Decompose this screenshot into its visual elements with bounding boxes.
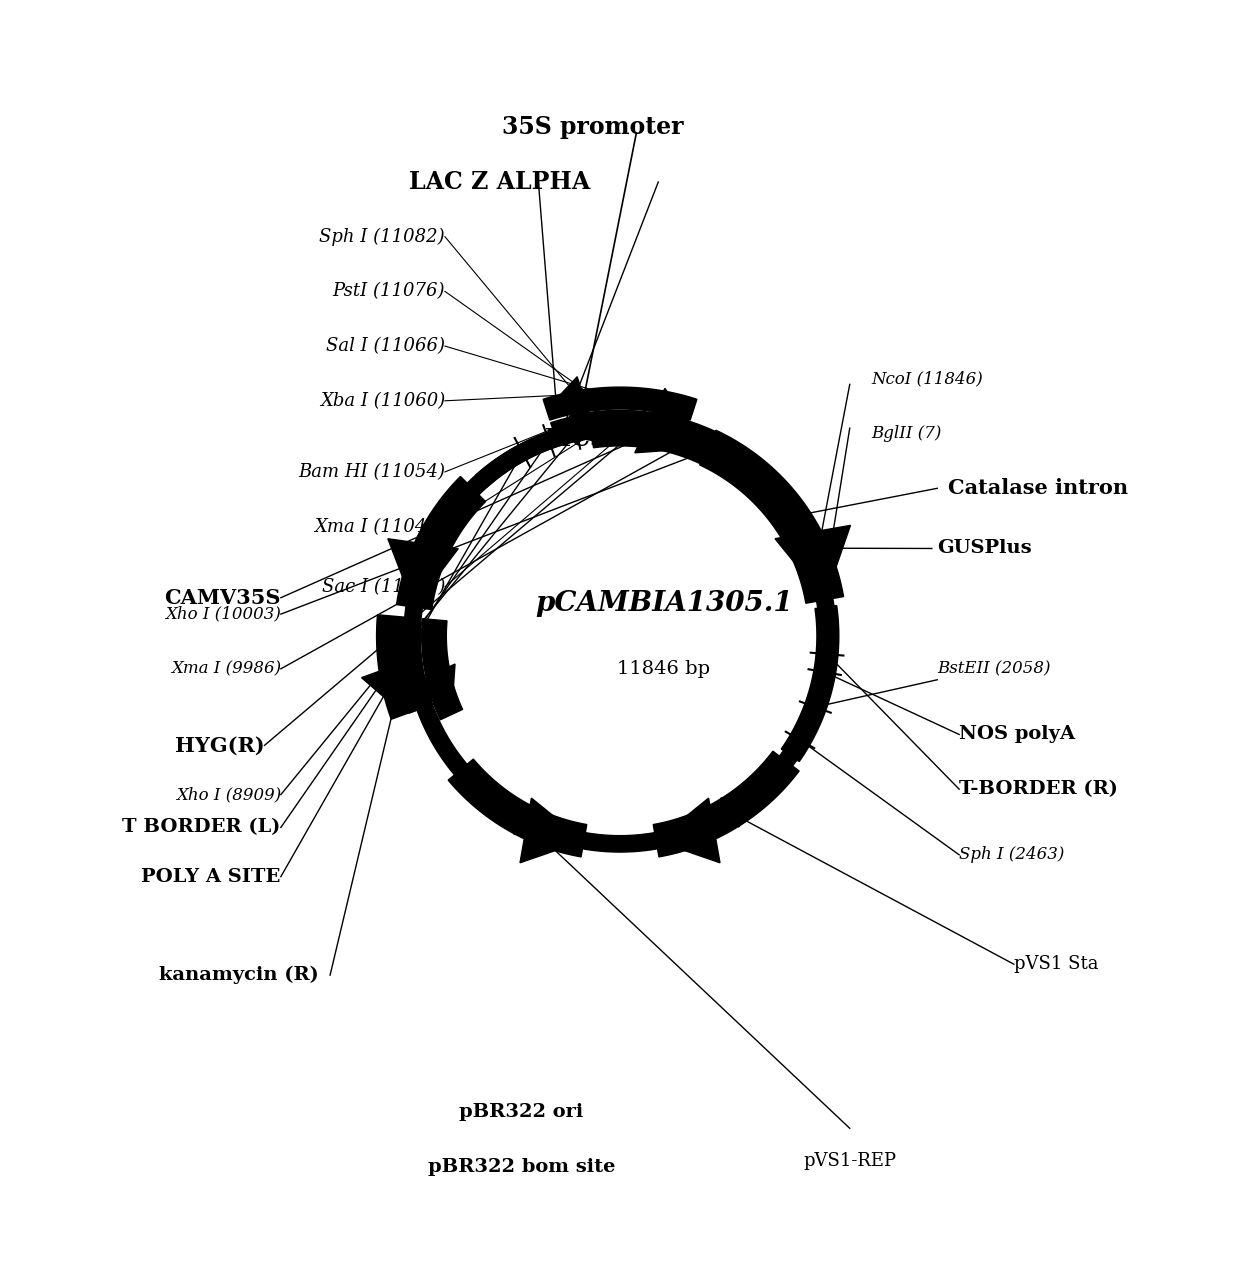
Polygon shape	[475, 424, 585, 487]
Text: PstI (11076): PstI (11076)	[332, 282, 445, 300]
Polygon shape	[775, 525, 851, 600]
Polygon shape	[589, 411, 715, 464]
Polygon shape	[362, 659, 413, 715]
Text: Xma I (11049): Xma I (11049)	[314, 518, 445, 536]
Text: 35S promoter: 35S promoter	[502, 116, 683, 140]
Text: Sph I (2463): Sph I (2463)	[960, 846, 1064, 864]
Polygon shape	[653, 752, 799, 857]
Text: kanamycin (R): kanamycin (R)	[160, 965, 319, 985]
Text: LAC Z ALPHA: LAC Z ALPHA	[409, 170, 590, 195]
Text: Bam HI (11054): Bam HI (11054)	[298, 463, 445, 481]
Polygon shape	[699, 430, 843, 603]
Text: CAMV35S: CAMV35S	[165, 588, 280, 608]
Text: Xma I (9986): Xma I (9986)	[171, 660, 280, 677]
Polygon shape	[388, 539, 459, 607]
Polygon shape	[448, 759, 587, 857]
Text: NcoI (11846): NcoI (11846)	[872, 370, 983, 388]
Text: Sal I (11066): Sal I (11066)	[326, 337, 445, 355]
Text: HYG(R): HYG(R)	[175, 735, 264, 756]
Polygon shape	[547, 377, 590, 418]
Text: POLY A SITE: POLY A SITE	[141, 868, 280, 885]
Polygon shape	[543, 387, 697, 420]
Polygon shape	[422, 618, 463, 720]
Text: NOS polyA: NOS polyA	[960, 725, 1075, 743]
Text: pBR322 bom site: pBR322 bom site	[428, 1158, 615, 1175]
Text: GUSPlus: GUSPlus	[937, 539, 1032, 557]
Text: Sph I (11082): Sph I (11082)	[320, 228, 445, 245]
Polygon shape	[635, 388, 708, 453]
Polygon shape	[397, 477, 486, 609]
Polygon shape	[656, 798, 720, 862]
Text: T-BORDER (R): T-BORDER (R)	[960, 780, 1118, 798]
Text: pBR322 ori: pBR322 ori	[459, 1103, 584, 1121]
Text: pVS1-REP: pVS1-REP	[804, 1152, 897, 1170]
Text: Sac I (11043): Sac I (11043)	[321, 577, 445, 595]
Polygon shape	[410, 664, 455, 715]
Polygon shape	[377, 614, 417, 719]
Polygon shape	[551, 412, 689, 444]
Text: BstEII (2058): BstEII (2058)	[937, 660, 1050, 677]
Text: MCS: MCS	[546, 427, 608, 452]
Text: 11846 bp: 11846 bp	[618, 660, 711, 678]
Text: Xho I (8909): Xho I (8909)	[176, 786, 280, 803]
Text: Xho I (10003): Xho I (10003)	[165, 605, 280, 622]
Text: BglII (7): BglII (7)	[872, 425, 942, 443]
Text: pCAMBIA1305.1: pCAMBIA1305.1	[534, 590, 792, 617]
Polygon shape	[404, 420, 836, 852]
Polygon shape	[554, 401, 598, 441]
Text: Xba I (11060): Xba I (11060)	[320, 392, 445, 410]
Polygon shape	[520, 798, 584, 862]
Text: T BORDER (L): T BORDER (L)	[123, 818, 280, 837]
Text: Catalase intron: Catalase intron	[949, 478, 1128, 499]
Polygon shape	[781, 605, 838, 762]
Text: pVS1 Sta: pVS1 Sta	[1014, 955, 1099, 973]
